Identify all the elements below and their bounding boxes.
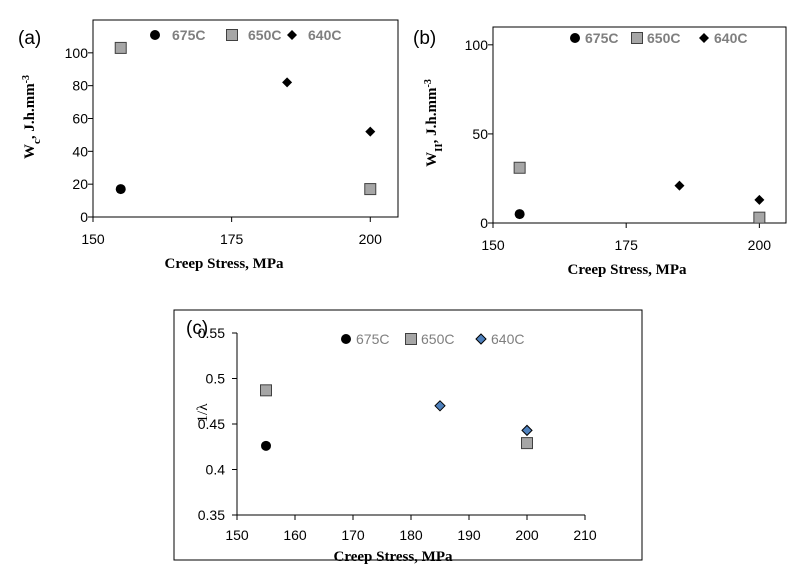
- legend-marker-675C: [341, 334, 351, 344]
- legend-marker-650C: [226, 29, 238, 41]
- panel-a-points: [114, 41, 377, 196]
- legend-label-650C: 650C: [421, 331, 454, 347]
- data-point-640C: [282, 77, 293, 88]
- panel-b-y-ticks: 0 50 100: [465, 37, 493, 231]
- data-point-650C: [521, 437, 533, 450]
- x-tick-label: 180: [399, 527, 423, 543]
- legend-marker-640C: [287, 30, 297, 40]
- panel-a-label: (a): [18, 28, 41, 49]
- x-tick-label: 190: [457, 527, 481, 543]
- panel-a: (a) Wc, J.h.mm-3 Creep Stress, MPa 150 17…: [18, 19, 399, 272]
- panel-c-frame: [173, 309, 643, 561]
- y-tick-label: 0.35: [198, 507, 225, 523]
- data-point-650C: [260, 384, 272, 397]
- legend-label-675C: 675C: [172, 27, 205, 43]
- x-tick-label: 200: [359, 231, 383, 247]
- data-point-675C: [261, 440, 271, 451]
- legend-label-640C: 640C: [308, 27, 341, 43]
- panel-c-y-ticks: 0.35 0.4 0.45 0.5 0.55: [198, 325, 237, 523]
- data-point-650C: [513, 161, 526, 174]
- y-tick-label: 100: [465, 37, 489, 53]
- x-tick-label: 200: [515, 527, 539, 543]
- panel-a-legend: 675C 650C 640C: [150, 27, 341, 43]
- panel-c-x-axis-label: Creep Stress, MPa: [333, 549, 453, 565]
- data-point-640C: [674, 180, 685, 191]
- y-tick-label: 0: [80, 209, 88, 225]
- y-tick-label: 0.5: [206, 371, 226, 387]
- y-tick-label: 0.45: [198, 416, 225, 432]
- x-tick-label: 150: [81, 231, 105, 247]
- data-point-650C: [364, 183, 377, 196]
- x-tick-label: 200: [748, 237, 772, 253]
- data-point-640C: [521, 424, 533, 437]
- y-tick-label: 80: [72, 78, 88, 94]
- x-tick-label: 170: [341, 527, 365, 543]
- data-point-640C: [754, 194, 765, 205]
- y-tick-label: 0.4: [206, 462, 226, 478]
- y-tick-label: 40: [72, 143, 88, 159]
- panel-c-label: (c): [186, 318, 208, 339]
- x-tick-label: 175: [220, 231, 244, 247]
- x-tick-label: 150: [225, 527, 249, 543]
- y-tick-label: 60: [72, 111, 88, 127]
- legend-marker-640C: [699, 33, 709, 43]
- data-point-675C: [514, 209, 525, 220]
- panel-b-x-ticks: 150 175 200: [481, 223, 771, 253]
- x-tick-label: 175: [615, 237, 639, 253]
- panel-c-points: [260, 384, 533, 451]
- legend-marker-650C: [631, 32, 643, 44]
- panel-c-x-ticks: 150 160 170 180 190 200 210: [225, 515, 597, 543]
- legend-marker-640C: [475, 333, 487, 345]
- x-tick-label: 210: [573, 527, 597, 543]
- panel-c-y-axis-label: 1/λ: [195, 403, 211, 423]
- legend-label-650C: 650C: [248, 27, 281, 43]
- panel-a-frame: [92, 19, 399, 218]
- panel-b-frame: [492, 26, 787, 224]
- y-tick-label: 100: [65, 45, 89, 61]
- panel-b-legend: 675C 650C 640C: [570, 30, 747, 46]
- legend-label-675C: 675C: [356, 331, 389, 347]
- legend-label-650C: 650C: [647, 30, 680, 46]
- data-point-640C: [434, 400, 446, 412]
- y-tick-label: 50: [472, 126, 488, 142]
- legend-marker-675C: [570, 33, 580, 43]
- panel-b-x-axis-label: Creep Stress, MPa: [567, 262, 687, 278]
- y-tick-label: 20: [72, 176, 88, 192]
- legend-marker-675C: [150, 30, 160, 40]
- x-tick-label: 150: [481, 237, 505, 253]
- panel-a-y-ticks: 0 20 40 60 80 100: [65, 45, 93, 225]
- data-point-675C: [115, 184, 126, 195]
- y-tick-label: 0: [480, 215, 488, 231]
- data-point-650C: [753, 211, 766, 224]
- panel-a-y-axis-label: Wc, J.h.mm-3: [21, 75, 44, 159]
- panel-b: (b) WII, J.h.mm-3 Creep Stress, MPa 150 1…: [413, 26, 787, 278]
- data-point-640C: [365, 126, 376, 137]
- data-point-650C: [114, 41, 127, 54]
- panel-c-legend: 675C 650C 640C: [341, 331, 524, 347]
- panel-a-x-axis-label: Creep Stress, MPa: [164, 256, 284, 272]
- legend-marker-650C: [405, 333, 417, 345]
- panel-c: (c) 1/λ Creep Stress, MPa 150 160 170 180 19…: [173, 309, 643, 565]
- legend-label-640C: 640C: [491, 331, 524, 347]
- y-tick-label: 0.55: [198, 325, 225, 341]
- x-tick-label: 160: [283, 527, 307, 543]
- panel-b-points: [513, 161, 766, 224]
- panel-b-label: (b): [413, 28, 436, 49]
- panel-b-y-axis-label: WII, J.h.mm-3: [423, 79, 446, 167]
- panel-a-x-ticks: 150 175 200: [81, 217, 382, 247]
- legend-label-675C: 675C: [585, 30, 618, 46]
- legend-label-640C: 640C: [714, 30, 747, 46]
